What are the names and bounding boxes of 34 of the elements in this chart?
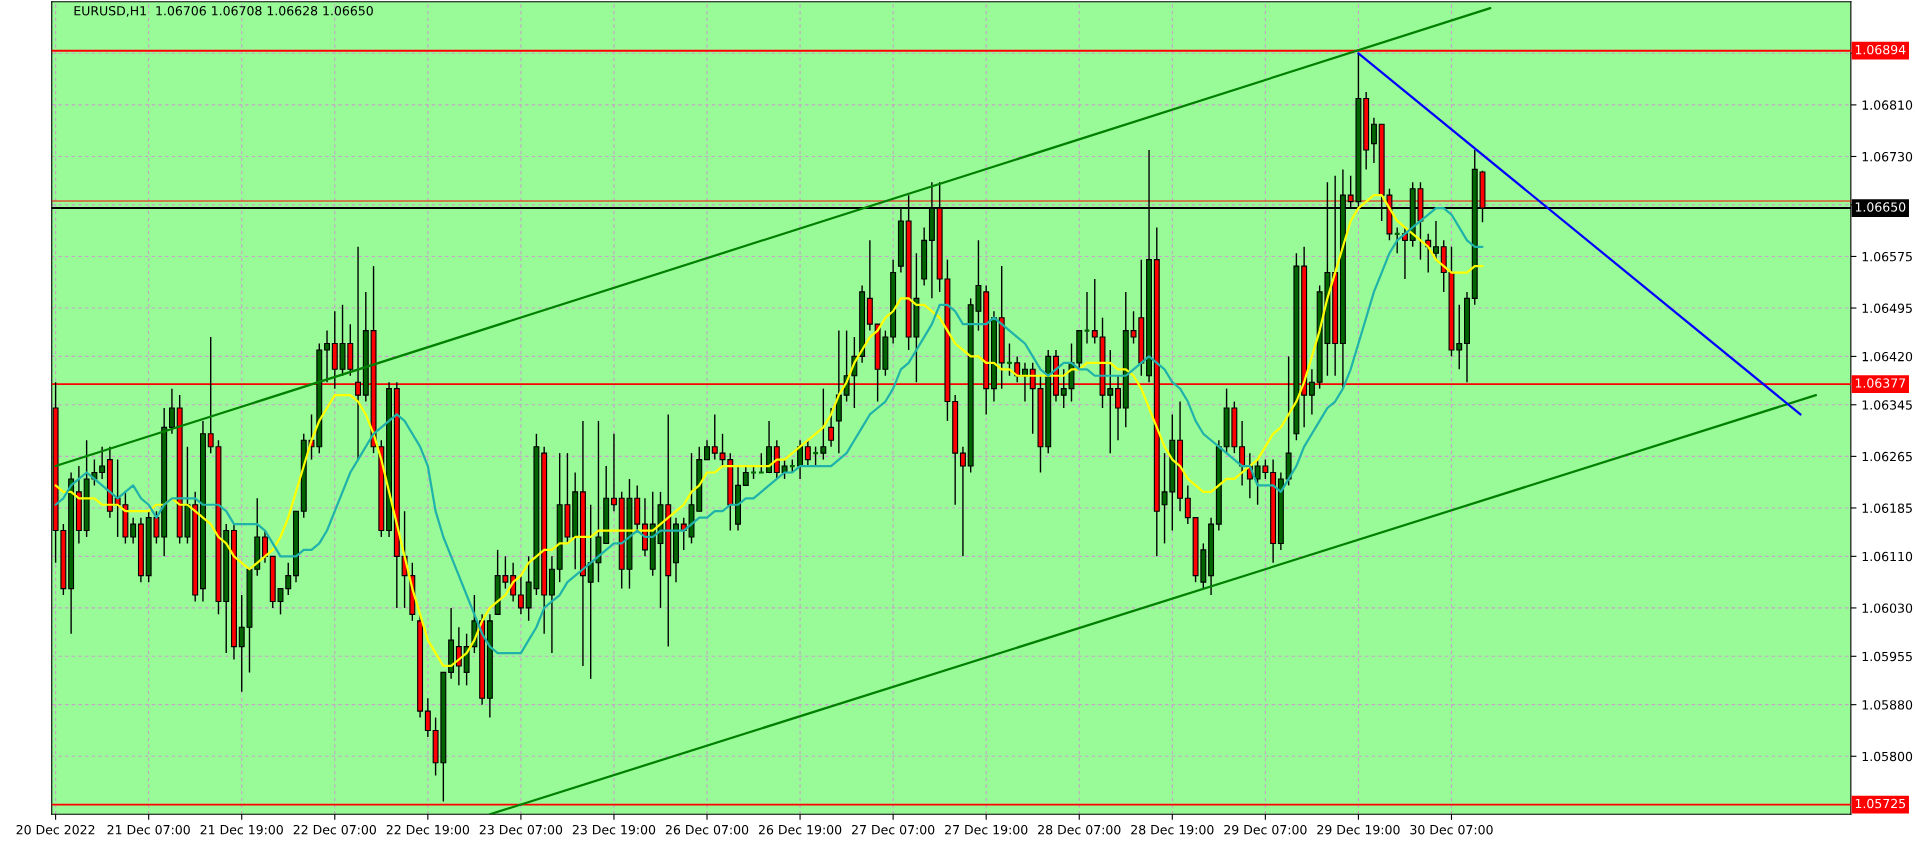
x-tick-label: 26 Dec 19:00 — [758, 824, 842, 835]
y-tick-label: 1.06495 — [1862, 303, 1912, 313]
x-tick-label: 29 Dec 19:00 — [1317, 824, 1400, 835]
chart-title: EURUSD,H1 1.06706 1.06708 1.06628 1.06650 — [74, 5, 373, 17]
x-tick-label: 26 Dec 07:00 — [665, 824, 749, 835]
ref-line-label: 1.05725 — [1855, 798, 1906, 809]
x-tick-label: 21 Dec 19:00 — [200, 824, 283, 835]
x-tick-label: 29 Dec 07:00 — [1224, 824, 1307, 835]
x-tick-label: 28 Dec 19:00 — [1131, 824, 1214, 835]
x-tick-label: 30 Dec 07:00 — [1410, 824, 1493, 835]
y-tick-label: 1.05800 — [1862, 751, 1913, 762]
y-tick-label: 1.05955 — [1862, 651, 1912, 662]
y-tick-label: 1.05880 — [1862, 700, 1913, 710]
y-tick-label: 1.06575 — [1862, 251, 1912, 262]
x-tick-label: 22 Dec 19:00 — [386, 824, 470, 835]
ref-line-label: 1.06894 — [1855, 44, 1906, 55]
x-tick-label: 28 Dec 07:00 — [1038, 824, 1121, 835]
y-tick-label: 1.06420 — [1862, 351, 1913, 362]
x-tick-label: 23 Dec 19:00 — [572, 824, 656, 835]
x-tick-label: 21 Dec 07:00 — [107, 824, 190, 835]
y-tick-label: 1.06110 — [1862, 551, 1913, 562]
x-tick-label: 20 Dec 2022 — [16, 824, 95, 835]
y-tick-label: 1.06030 — [1862, 603, 1913, 613]
y-tick-label: 1.06345 — [1862, 400, 1912, 410]
x-tick-label: 27 Dec 07:00 — [852, 824, 935, 835]
y-tick-label: 1.06730 — [1862, 151, 1913, 162]
ref-line-label: 1.06650 — [1855, 202, 1906, 212]
y-tick-label: 1.06185 — [1862, 503, 1912, 513]
ref-line-label: 1.06377 — [1855, 378, 1906, 388]
x-tick-label: 23 Dec 07:00 — [479, 824, 563, 835]
y-tick-label: 1.06265 — [1862, 451, 1912, 462]
x-tick-label: 27 Dec 19:00 — [945, 824, 1028, 835]
y-tick-label: 1.06810 — [1862, 100, 1913, 110]
x-tick-label: 22 Dec 07:00 — [293, 824, 376, 835]
